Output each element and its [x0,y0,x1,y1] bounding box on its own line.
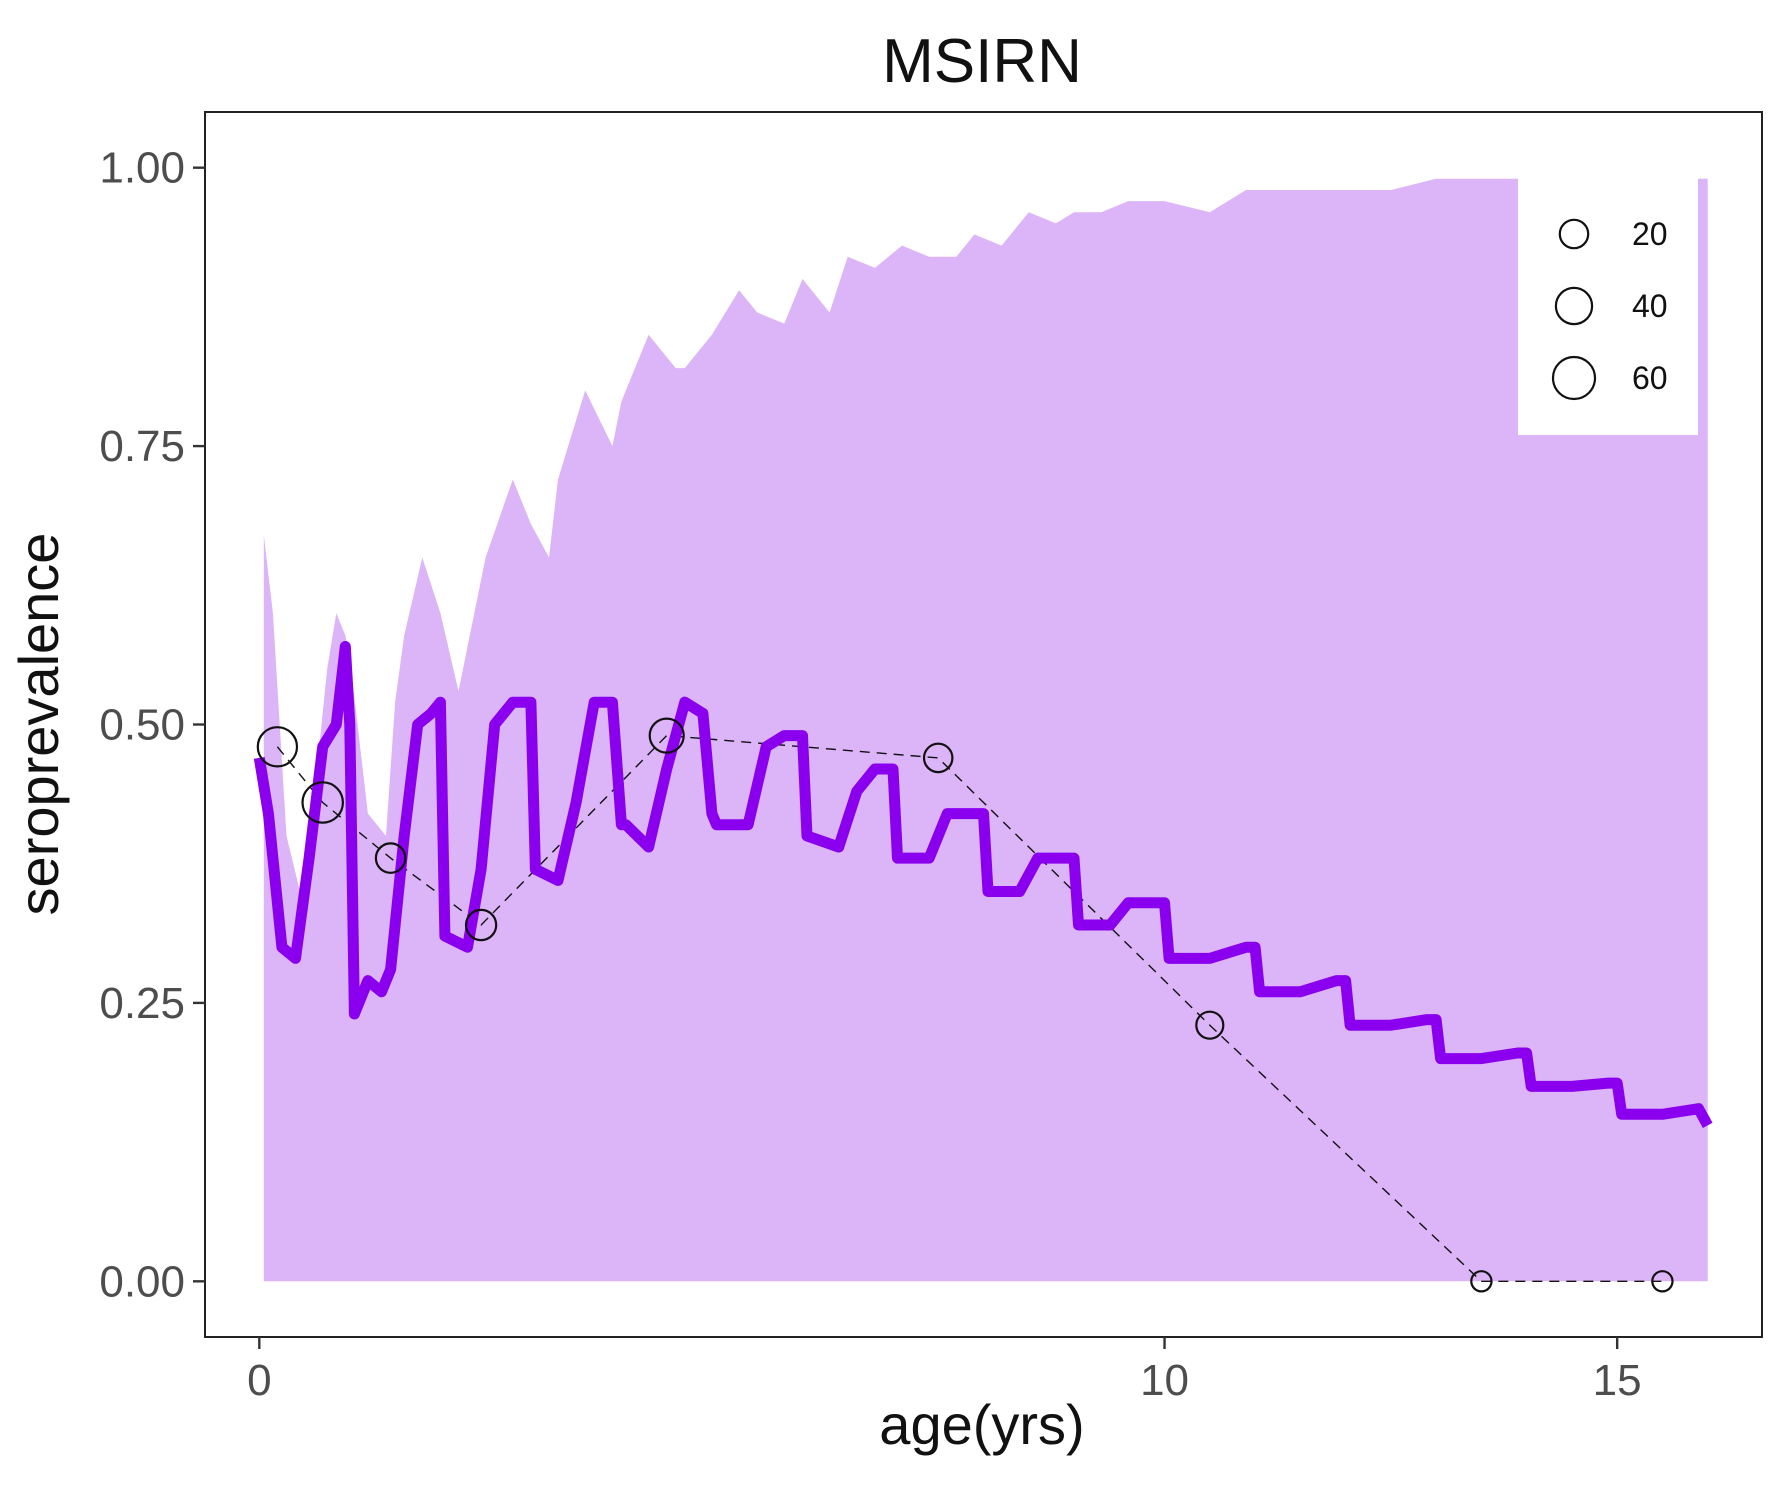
y-tick-label: 0.00 [99,1257,185,1306]
y-tick-label: 0.75 [99,422,185,471]
x-axis-label: age(yrs) [879,1393,1084,1456]
legend-size-symbol [1551,355,1597,401]
observed-point [1195,1010,1225,1040]
plot-area [253,178,1713,1293]
observed-point [301,781,345,824]
legend-label: 60 [1632,360,1668,396]
model-line [253,641,1713,1129]
y-axis-label: seroprevalence [7,533,70,916]
x-tick-label: 15 [1593,1356,1642,1405]
axes: 0.00 0.25 0.50 0.75 1.00 0 10 15 [99,111,1763,1405]
observed-point [256,726,299,768]
observed-point [922,742,954,774]
observed-point [648,717,685,754]
chart-title: MSIRN [882,27,1082,96]
legend-size-symbol [1558,218,1590,250]
legend-label: 40 [1632,288,1668,324]
observed-point [1651,1270,1674,1293]
y-tick-label: 0.25 [99,979,185,1028]
x-tick-label: 0 [247,1356,271,1405]
y-tick-label: 0.50 [99,701,185,750]
observed-point [464,908,498,942]
y-tick-label: 1.00 [99,144,185,193]
legend-size-symbol [1554,286,1594,326]
x-tick-label: 10 [1140,1356,1189,1405]
legend-box [1518,175,1698,435]
legend-label: 20 [1632,216,1668,252]
observed-point [374,842,407,874]
observed-point [1470,1270,1493,1293]
legend: 20 40 60 [1518,175,1698,435]
